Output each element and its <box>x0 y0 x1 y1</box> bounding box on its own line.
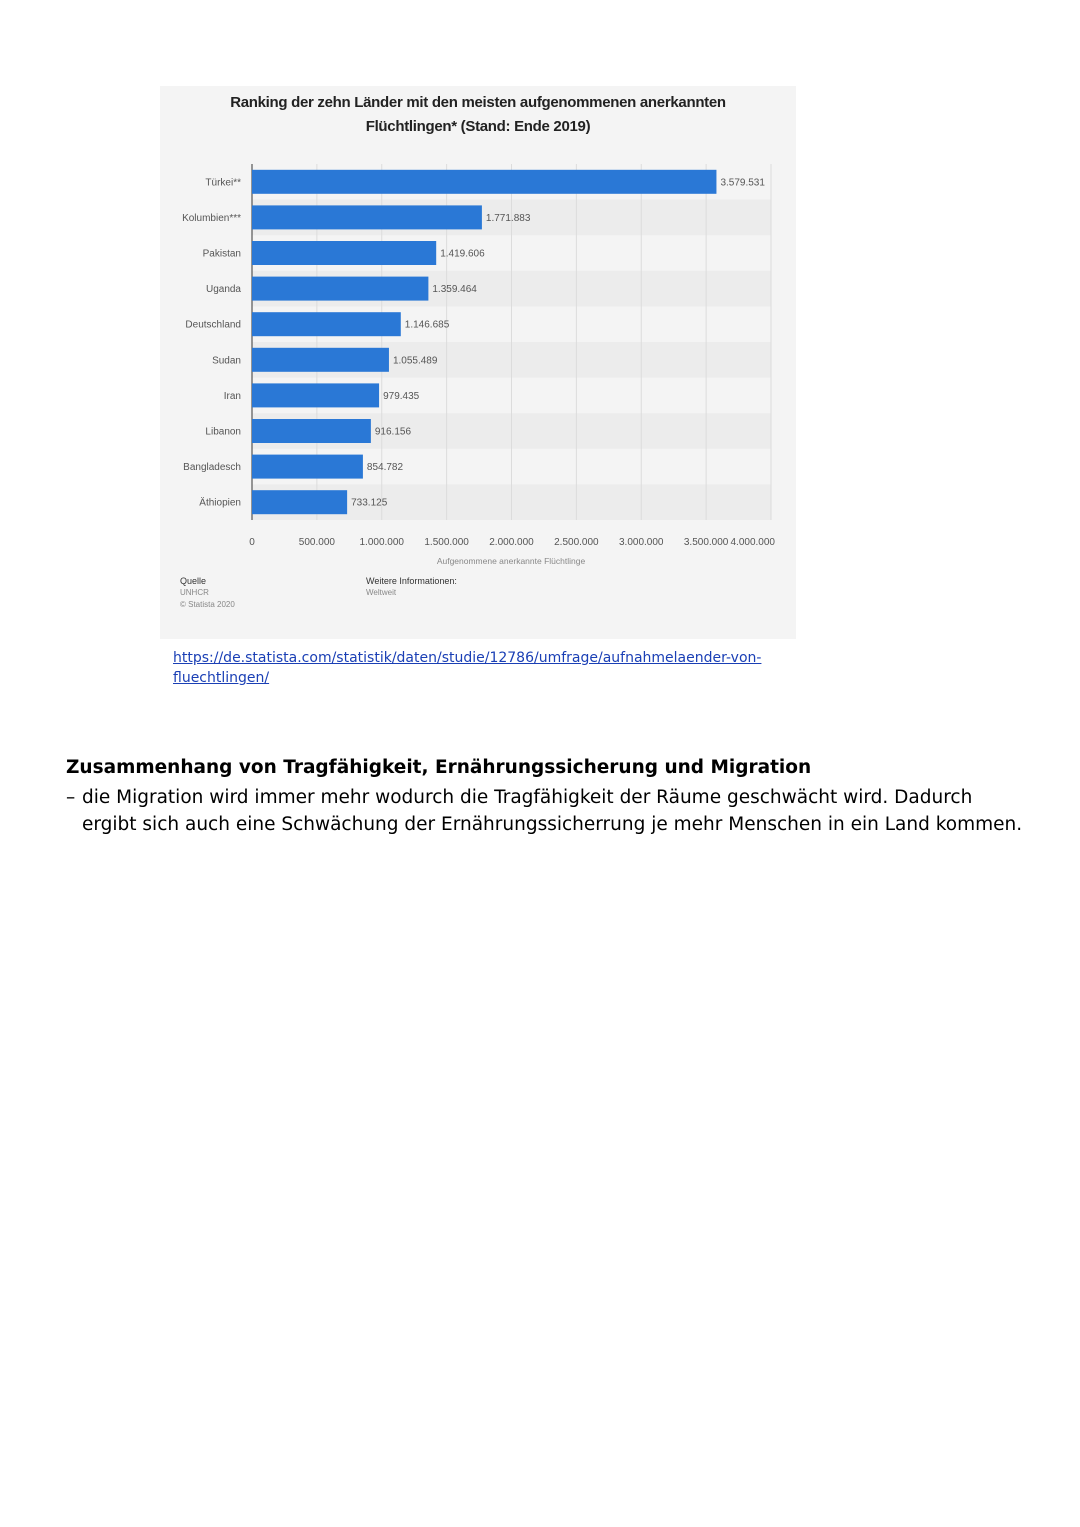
value-label: 1.055.489 <box>393 355 438 366</box>
bar-chart: Türkei** 3.579.531 Kolumbien*** 1.771.883 Pa… <box>182 164 776 566</box>
chart-title-line2: Flüchtlingen* (Stand: Ende 2019) <box>365 118 591 135</box>
x-axis-title: Aufgenommene anerkannte Flüchtlinge <box>437 556 586 566</box>
section-paragraph: die Migration wird immer mehr wodurch di… <box>82 787 1023 835</box>
bar <box>252 241 437 265</box>
chart-title-line1: Ranking der zehn Länder mit den meisten … <box>230 94 726 111</box>
value-label: 733.125 <box>351 498 388 509</box>
bar <box>252 276 429 301</box>
chart-title: Ranking der zehn Länder mit den meisten … <box>160 86 796 151</box>
category-label: Uganda <box>206 284 241 295</box>
source-link-line2[interactable]: fluechtlingen/ <box>173 670 270 686</box>
x-tick-label: 500.000 <box>299 537 336 548</box>
value-label: 1.146.685 <box>405 320 450 331</box>
copyright-text: © Statista 2020 <box>180 600 235 609</box>
x-tick-label: 1.500.000 <box>424 537 469 548</box>
bar <box>252 383 380 408</box>
chart-source: Quelle UNHCR © Statista 2020 <box>180 575 235 611</box>
category-label: Sudan <box>212 355 241 366</box>
category-label: Bangladesch <box>183 462 241 473</box>
info-label: Weitere Informationen: <box>366 576 457 586</box>
x-tick-label: 2.000.000 <box>489 537 534 548</box>
x-tick-label: 3.500.000 <box>684 537 729 548</box>
category-label: Libanon <box>205 427 241 438</box>
category-label: Äthiopien <box>199 497 241 509</box>
x-tick-label: 2.500.000 <box>554 537 599 548</box>
category-label: Iran <box>224 391 241 402</box>
info-value: Weltweit <box>366 588 397 597</box>
bar <box>252 419 371 443</box>
x-tick-label: 3.000.000 <box>619 537 664 548</box>
value-label: 854.782 <box>367 462 404 473</box>
value-label: 916.156 <box>375 427 412 438</box>
bar <box>252 347 389 372</box>
bar <box>252 169 717 194</box>
x-tick-label: 0 <box>249 537 255 548</box>
source-link-line1[interactable]: https://de.statista.com/statistik/daten/… <box>173 650 762 666</box>
chart-panel: Ranking der zehn Länder mit den meisten … <box>160 86 796 639</box>
chart-info: Weitere Informationen: Weltweit <box>366 575 457 599</box>
category-label: Kolumbien*** <box>182 213 241 224</box>
bar <box>252 490 348 515</box>
source-link[interactable]: https://de.statista.com/statistik/daten/… <box>173 648 773 688</box>
value-label: 1.419.606 <box>440 249 485 260</box>
value-label: 979.435 <box>383 391 420 402</box>
source-value: UNHCR <box>180 588 209 597</box>
bar <box>252 312 401 337</box>
bullet-dash: – <box>66 787 76 808</box>
category-label: Türkei** <box>205 177 241 188</box>
x-tick-label: 4.000.000 <box>731 537 776 548</box>
x-tick-label: 1.000.000 <box>360 537 405 548</box>
bar <box>252 205 482 230</box>
value-label: 1.771.883 <box>486 213 531 224</box>
bar <box>252 454 363 479</box>
category-label: Pakistan <box>203 249 241 260</box>
section-heading: Zusammenhang von Tragfähigkeit, Ernährun… <box>66 757 812 778</box>
value-label: 1.359.464 <box>432 284 477 295</box>
section-body: – die Migration wird immer mehr wodurch … <box>66 784 1026 838</box>
source-label: Quelle <box>180 576 207 586</box>
category-label: Deutschland <box>185 320 241 331</box>
value-label: 3.579.531 <box>720 177 765 188</box>
